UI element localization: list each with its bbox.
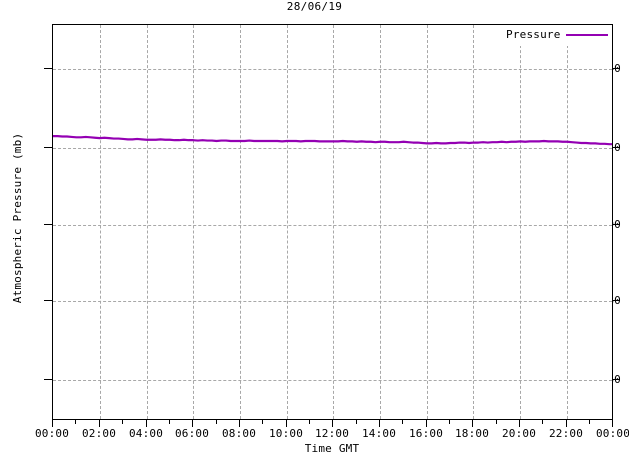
pressure-series: [53, 135, 612, 146]
x-axis-title: Time GMT: [304, 442, 360, 455]
y-axis-tick: [44, 300, 52, 301]
x-tick-label: 04:00: [128, 427, 164, 440]
y-axis-tick-right: [613, 379, 620, 380]
y-axis-tick: [44, 224, 52, 225]
gridline-vertical: [147, 25, 148, 419]
chart-title: 28/06/19: [286, 0, 343, 13]
x-axis-tick: [566, 420, 567, 427]
x-tick-label: 00:00: [595, 427, 629, 440]
x-axis-tick: [332, 420, 333, 427]
x-tick-label: 06:00: [174, 427, 210, 440]
x-axis-tick: [52, 420, 53, 427]
y-axis-tick-right: [613, 147, 620, 148]
x-axis-minor-tick: [356, 420, 357, 424]
x-axis-tick: [379, 420, 380, 427]
series-line-pressure: [53, 135, 612, 146]
y-axis-tick-right: [613, 224, 620, 225]
x-tick-label: 16:00: [408, 427, 444, 440]
gridline-vertical: [380, 25, 381, 419]
gridline-vertical: [333, 25, 334, 419]
y-axis-tick-right: [613, 300, 620, 301]
gridline-horizontal: [53, 380, 612, 381]
gridline-horizontal: [53, 148, 612, 149]
gridline-horizontal: [53, 225, 612, 226]
x-axis-minor-tick: [542, 420, 543, 424]
gridline-vertical: [100, 25, 101, 419]
x-axis-minor-tick: [309, 420, 310, 424]
x-axis-tick: [146, 420, 147, 427]
gridline-vertical: [473, 25, 474, 419]
gridline-horizontal: [53, 301, 612, 302]
x-axis-tick: [426, 420, 427, 427]
x-axis-minor-tick: [122, 420, 123, 424]
y-axis-tick: [44, 147, 52, 148]
x-axis-minor-tick: [262, 420, 263, 424]
x-tick-label: 22:00: [548, 427, 584, 440]
x-axis-minor-tick: [589, 420, 590, 424]
x-axis-minor-tick: [216, 420, 217, 424]
x-axis-minor-tick: [496, 420, 497, 424]
plot-inner: Pressure: [53, 25, 612, 419]
gridline-vertical: [240, 25, 241, 419]
gridline-vertical: [567, 25, 568, 419]
gridline-vertical: [520, 25, 521, 419]
x-axis-tick: [612, 420, 613, 427]
y-axis-tick: [44, 68, 52, 69]
x-axis-tick: [99, 420, 100, 427]
gridline-vertical: [287, 25, 288, 419]
x-tick-label: 20:00: [501, 427, 537, 440]
legend-label-pressure: Pressure: [506, 28, 561, 41]
x-axis-tick: [239, 420, 240, 427]
x-tick-label: 02:00: [81, 427, 117, 440]
x-axis-tick: [472, 420, 473, 427]
y-axis-tick: [44, 379, 52, 380]
gridline-vertical: [193, 25, 194, 419]
legend-color-swatch: [566, 34, 608, 36]
x-axis-tick: [519, 420, 520, 427]
y-axis-title: Atmospheric Pressure (mb): [11, 132, 24, 304]
x-axis-tick: [192, 420, 193, 427]
x-tick-label: 00:00: [34, 427, 70, 440]
x-axis-minor-tick: [169, 420, 170, 424]
x-axis-minor-tick: [75, 420, 76, 424]
x-tick-label: 08:00: [221, 427, 257, 440]
gridline-horizontal: [53, 69, 612, 70]
x-tick-label: 10:00: [268, 427, 304, 440]
plot-area: Pressure: [52, 24, 613, 420]
x-axis-minor-tick: [449, 420, 450, 424]
x-axis-minor-tick: [402, 420, 403, 424]
legend: Pressure: [501, 25, 612, 46]
gridline-vertical: [427, 25, 428, 419]
x-axis-tick: [286, 420, 287, 427]
x-tick-label: 14:00: [361, 427, 397, 440]
x-tick-label: 18:00: [454, 427, 490, 440]
y-axis-tick-right: [613, 68, 620, 69]
x-tick-label: 12:00: [314, 427, 350, 440]
